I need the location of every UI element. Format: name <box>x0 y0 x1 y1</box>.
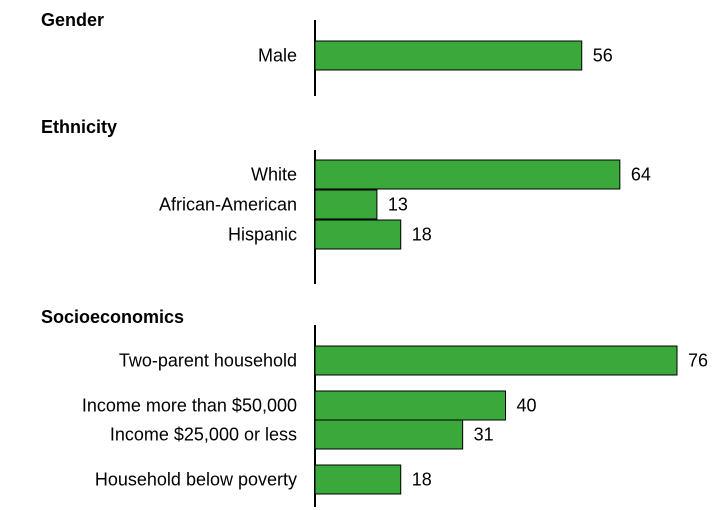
value-label-income-25-000-or-less: 31 <box>474 425 494 445</box>
category-label-white: White <box>251 165 297 185</box>
category-label-income-25-000-or-less: Income $25,000 or less <box>110 425 297 445</box>
category-label-hispanic: Hispanic <box>228 225 297 245</box>
bar-income-25-000-or-less <box>314 419 464 450</box>
group-title-socioeconomics: Socioeconomics <box>41 307 184 327</box>
category-label-household-below-poverty: Household below poverty <box>95 470 297 490</box>
bar-male <box>314 40 583 71</box>
value-label-two-parent-household: 76 <box>688 351 708 371</box>
value-label-household-below-poverty: 18 <box>412 470 432 490</box>
bar-income-more-than-50-000 <box>314 390 507 421</box>
group-title-gender: Gender <box>41 10 104 30</box>
category-label-african-american: African-American <box>159 195 297 215</box>
bar-white <box>314 159 621 190</box>
value-label-white: 64 <box>631 165 651 185</box>
bar-household-below-poverty <box>314 464 402 495</box>
value-label-hispanic: 18 <box>412 225 432 245</box>
bar-hispanic <box>314 219 402 250</box>
category-label-two-parent-household: Two-parent household <box>119 351 297 371</box>
value-label-income-more-than-50-000: 40 <box>517 396 537 416</box>
category-label-male: Male <box>258 46 297 66</box>
value-label-male: 56 <box>593 46 613 66</box>
group-title-ethnicity: Ethnicity <box>41 117 117 137</box>
bar-two-parent-household <box>314 345 678 376</box>
bar-african-american <box>314 189 378 220</box>
category-label-income-more-than-50-000: Income more than $50,000 <box>82 396 297 416</box>
value-label-african-american: 13 <box>388 195 408 215</box>
